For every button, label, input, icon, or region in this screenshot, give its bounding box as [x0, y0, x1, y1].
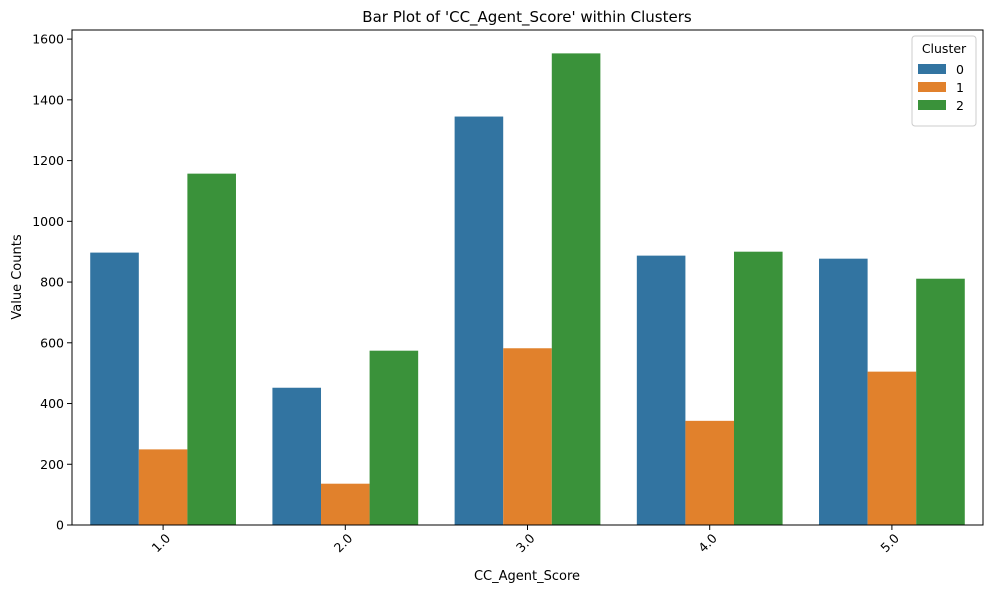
bar-cluster-1-score-1.0	[138, 449, 188, 525]
bar-cluster-2-score-3.0	[551, 53, 601, 525]
x-tick-label: 4.0	[695, 530, 720, 555]
legend: Cluster 0 1 2	[911, 35, 977, 127]
y-tick-label: 0	[56, 518, 64, 533]
legend-swatch-2	[918, 100, 946, 110]
bar-cluster-0-score-4.0	[636, 255, 686, 525]
y-tick-label: 200	[40, 457, 64, 472]
bar-cluster-1-score-2.0	[321, 483, 370, 525]
x-tick-label: 5.0	[877, 530, 902, 555]
y-tick-label: 600	[40, 335, 64, 350]
y-tick-label: 400	[40, 396, 64, 411]
bar-cluster-2-score-5.0	[916, 278, 965, 525]
bars-layer	[90, 53, 965, 526]
bar-cluster-0-score-1.0	[90, 252, 139, 525]
legend-label-2: 2	[956, 98, 964, 113]
bar-cluster-1-score-4.0	[685, 420, 734, 525]
y-tick-label: 800	[40, 275, 64, 290]
plot-frame	[71, 29, 984, 526]
x-tick-label: 3.0	[513, 530, 538, 555]
bar-cluster-0-score-3.0	[454, 116, 504, 526]
legend-title: Cluster	[922, 41, 967, 56]
bar-cluster-1-score-3.0	[503, 348, 552, 525]
y-axis: 0 200 400 600 800 1000 1200 1400 1600	[32, 32, 72, 533]
x-axis-label: CC_Agent_Score	[474, 569, 580, 584]
bar-cluster-2-score-2.0	[369, 350, 419, 525]
legend-label-0: 0	[956, 62, 964, 77]
bar-cluster-2-score-4.0	[733, 251, 783, 525]
y-tick-label: 1400	[32, 92, 64, 107]
bar-cluster-2-score-1.0	[187, 173, 236, 525]
y-tick-label: 1000	[32, 214, 64, 229]
bar-cluster-0-score-5.0	[819, 258, 868, 525]
chart-title: Bar Plot of 'CC_Agent_Score' within Clus…	[362, 8, 692, 27]
bar-cluster-1-score-5.0	[867, 371, 917, 525]
x-tick-label: 1.0	[149, 530, 174, 555]
y-tick-label: 1600	[32, 32, 64, 47]
x-axis: 1.0 2.0 3.0 4.0 5.0	[149, 525, 902, 555]
legend-swatch-0	[918, 64, 946, 74]
legend-label-1: 1	[956, 80, 964, 95]
y-tick-label: 1200	[32, 153, 64, 168]
bar-cluster-0-score-2.0	[272, 387, 322, 525]
y-axis-label: Value Counts	[10, 234, 25, 319]
legend-swatch-1	[918, 82, 946, 92]
x-tick-label: 2.0	[331, 530, 356, 555]
